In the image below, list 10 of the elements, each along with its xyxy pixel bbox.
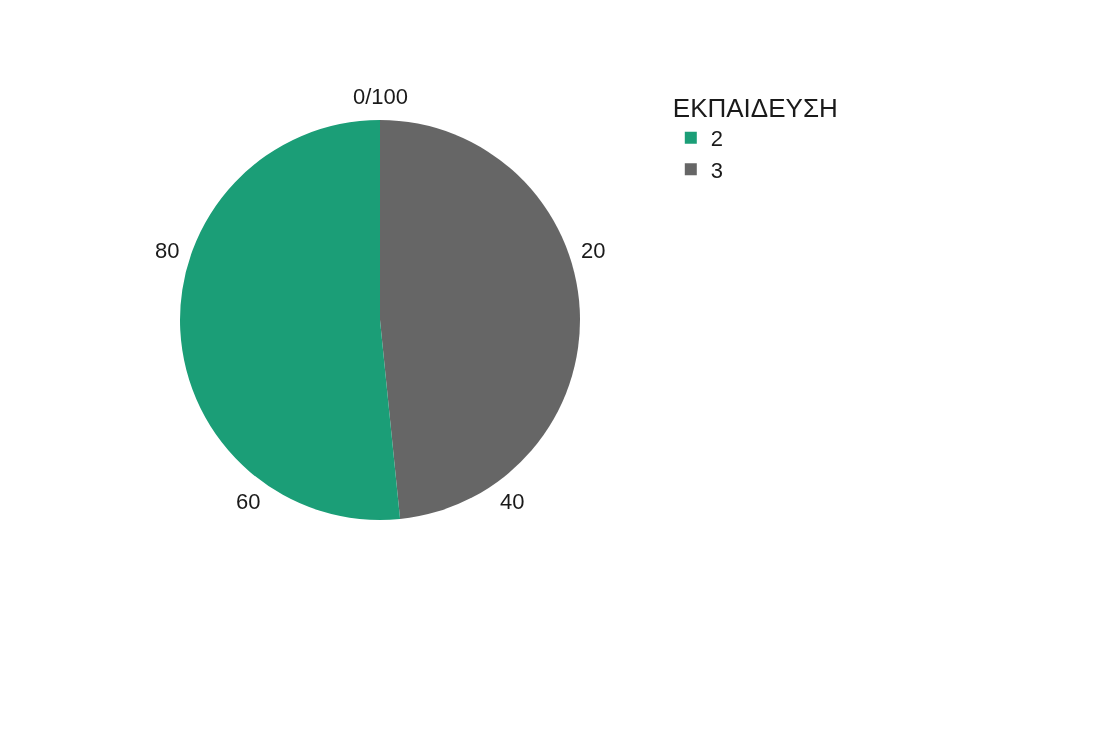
text: 0/100 xyxy=(353,84,409,109)
text: 20 xyxy=(581,238,606,263)
pie-slice xyxy=(380,120,580,519)
legend-label: 2 xyxy=(710,126,724,152)
pie-slice xyxy=(180,120,401,520)
text: 80 xyxy=(155,238,180,263)
text: 60 xyxy=(236,489,261,514)
text: 40 xyxy=(500,489,525,514)
legend-label: 3 xyxy=(710,157,724,183)
legend-title: ΕΚΠΑΙΔΕΥΣΗ xyxy=(672,92,838,123)
